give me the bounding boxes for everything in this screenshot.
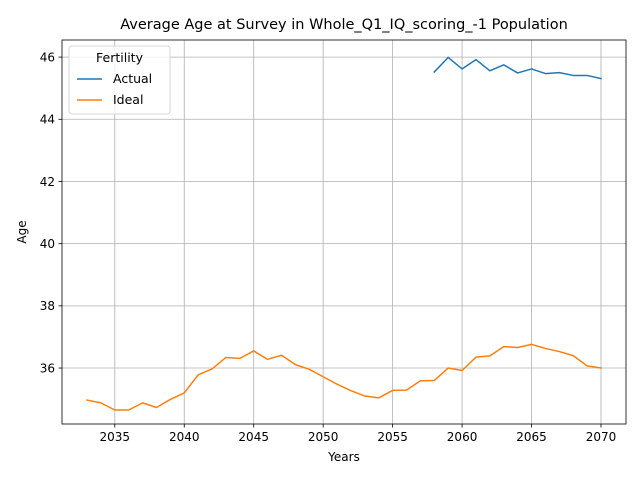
series-layer bbox=[86, 56, 602, 411]
chart-title: Average Age at Survey in Whole_Q1_IQ_sco… bbox=[120, 17, 568, 33]
y-axis-label: Age bbox=[15, 220, 29, 243]
legend-title: Fertility bbox=[96, 50, 144, 65]
series-line-actual bbox=[433, 56, 602, 80]
x-tick-label: 2050 bbox=[308, 430, 339, 444]
x-tick-label: 2070 bbox=[586, 430, 617, 444]
legend: Fertility Actual Ideal bbox=[68, 45, 171, 115]
x-tick-label: 2060 bbox=[447, 430, 478, 444]
y-axis: 36 38 40 42 44 46 bbox=[40, 50, 62, 375]
x-tick-label: 2035 bbox=[100, 430, 131, 444]
legend-box bbox=[68, 45, 171, 115]
y-tick-label: 46 bbox=[40, 50, 55, 64]
y-tick-label: 38 bbox=[40, 299, 55, 313]
x-tick-label: 2045 bbox=[238, 430, 269, 444]
grid-lines bbox=[62, 40, 626, 424]
y-tick-label: 36 bbox=[40, 361, 55, 375]
legend-entry-actual: Actual bbox=[113, 71, 152, 86]
x-axis-label: Years bbox=[327, 450, 360, 464]
x-tick-label: 2055 bbox=[377, 430, 408, 444]
y-tick-label: 44 bbox=[40, 113, 55, 127]
legend-entry-ideal: Ideal bbox=[113, 92, 143, 107]
x-tick-label: 2065 bbox=[516, 430, 547, 444]
x-axis: 2035 2040 2045 2050 2055 2060 2065 2070 bbox=[100, 424, 617, 444]
plot-frame bbox=[61, 39, 627, 425]
x-tick-label: 2040 bbox=[169, 430, 200, 444]
y-tick-label: 40 bbox=[40, 237, 55, 251]
series-line-ideal bbox=[86, 343, 602, 411]
y-tick-label: 42 bbox=[40, 175, 55, 189]
